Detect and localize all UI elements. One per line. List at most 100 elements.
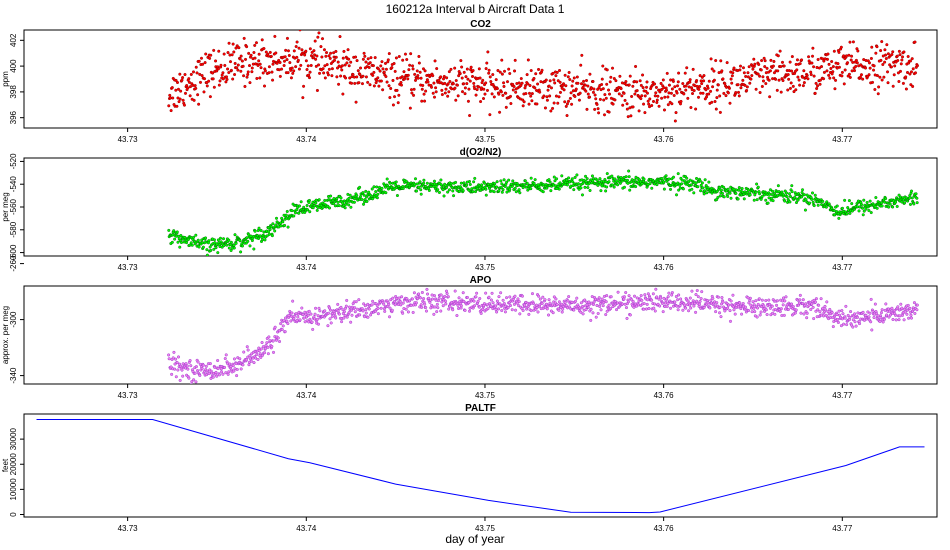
- data-point: [336, 200, 340, 204]
- series-apo: [167, 287, 919, 384]
- data-point: [773, 312, 777, 316]
- data-point: [408, 63, 412, 67]
- data-point: [473, 176, 477, 180]
- data-point: [558, 80, 562, 84]
- data-point: [337, 204, 341, 208]
- data-point: [784, 191, 789, 195]
- data-point: [422, 178, 426, 182]
- data-point: [487, 68, 491, 72]
- data-point: [526, 82, 530, 86]
- data-point: [811, 305, 815, 309]
- data-point: [742, 71, 746, 75]
- data-point: [442, 194, 446, 198]
- data-point: [730, 74, 734, 78]
- data-point: [180, 78, 184, 82]
- data-point: [894, 200, 898, 204]
- data-point: [478, 296, 482, 301]
- data-point: [243, 84, 247, 88]
- data-point: [491, 73, 495, 77]
- data-point: [440, 88, 444, 92]
- data-point: [201, 62, 205, 66]
- data-point: [813, 91, 817, 95]
- data-point: [909, 83, 913, 87]
- data-point: [574, 299, 578, 303]
- data-point: [205, 84, 209, 88]
- data-point: [557, 95, 561, 99]
- data-point: [851, 60, 855, 64]
- data-point: [446, 190, 450, 194]
- data-point: [494, 304, 498, 308]
- data-point: [879, 311, 883, 315]
- data-point: [676, 80, 680, 84]
- data-point: [335, 75, 339, 79]
- data-point: [885, 43, 889, 47]
- data-point: [421, 83, 425, 87]
- data-point: [893, 64, 897, 68]
- data-point: [662, 180, 666, 184]
- data-point: [776, 184, 780, 188]
- data-point: [909, 189, 914, 193]
- data-point: [691, 67, 695, 71]
- data-point: [773, 307, 777, 312]
- data-point: [369, 56, 373, 60]
- data-point: [693, 301, 697, 305]
- data-point: [622, 185, 626, 189]
- data-point: [689, 306, 693, 310]
- data-point: [875, 206, 879, 210]
- data-point: [653, 309, 657, 313]
- data-point: [605, 185, 609, 189]
- data-point: [759, 310, 763, 314]
- data-point: [679, 99, 683, 103]
- data-point: [870, 328, 874, 332]
- data-point: [802, 312, 806, 316]
- data-point: [613, 98, 617, 102]
- data-point: [508, 303, 512, 308]
- data-point: [853, 312, 857, 316]
- data-point: [883, 308, 887, 312]
- data-point: [547, 313, 551, 317]
- data-point: [436, 306, 440, 310]
- data-point: [779, 90, 783, 94]
- data-point: [473, 190, 478, 194]
- data-point: [729, 299, 733, 303]
- data-point: [437, 296, 441, 300]
- data-point: [814, 81, 818, 85]
- data-point: [477, 85, 481, 89]
- data-point: [635, 296, 639, 300]
- data-point: [176, 87, 181, 91]
- data-point: [522, 183, 526, 187]
- data-point: [216, 251, 220, 255]
- data-point: [491, 301, 495, 305]
- data-point: [565, 183, 569, 187]
- data-point: [651, 292, 655, 296]
- data-point: [482, 302, 486, 306]
- data-point: [279, 322, 283, 326]
- y-tick-label: -300: [9, 311, 18, 328]
- data-point: [347, 57, 351, 61]
- data-point: [695, 176, 699, 180]
- data-point: [801, 84, 805, 88]
- data-point: [843, 198, 847, 202]
- data-point: [520, 294, 524, 298]
- data-point: [610, 183, 614, 187]
- data-point: [179, 240, 183, 245]
- data-point: [588, 72, 592, 76]
- data-point: [499, 185, 503, 190]
- data-point: [226, 372, 230, 376]
- data-point: [174, 78, 178, 82]
- data-point: [741, 301, 745, 306]
- data-point: [378, 69, 382, 73]
- data-point: [208, 95, 212, 99]
- data-point: [870, 45, 874, 49]
- data-point: [262, 84, 267, 88]
- data-point: [631, 84, 635, 88]
- data-point: [757, 62, 761, 67]
- data-point: [914, 192, 918, 196]
- data-point: [326, 311, 330, 315]
- data-point: [889, 65, 894, 69]
- data-point: [548, 79, 552, 83]
- data-point: [756, 302, 760, 306]
- data-point: [490, 291, 494, 295]
- data-point: [249, 53, 253, 57]
- panel-title-co2: CO2: [470, 19, 491, 30]
